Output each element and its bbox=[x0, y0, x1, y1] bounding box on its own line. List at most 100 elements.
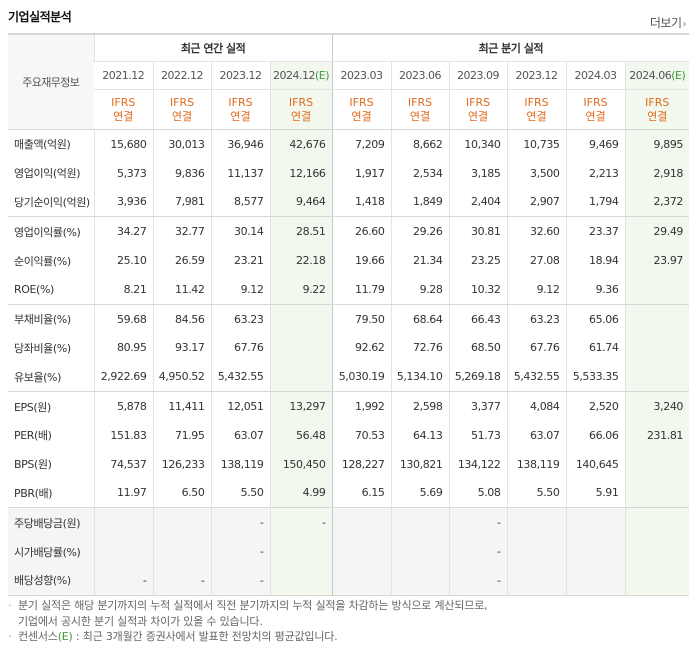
table-cell: 8.21 bbox=[93, 274, 153, 305]
row-label: 당좌비율(%) bbox=[14, 341, 71, 355]
table-cell: 5,432.55 bbox=[506, 362, 567, 393]
table-cell: 42,676 bbox=[269, 129, 333, 159]
table-row: ROE(%) 8.21 11.42 9.12 9.22 11.79 9.28 10.32 9.1… bbox=[8, 274, 690, 305]
table-row: 영업이익률(%) 34.27 32.77 30.14 28.51 26.60 29.26 30… bbox=[8, 216, 690, 247]
table-cell bbox=[152, 507, 211, 538]
table-cell: 56.48 bbox=[269, 420, 333, 450]
table-cell: 9.12 bbox=[506, 274, 567, 305]
table-cell bbox=[506, 507, 567, 538]
chevron-right-icon[interactable]: › bbox=[682, 19, 687, 30]
row-label: 순이익률(%) bbox=[14, 254, 71, 268]
bullet-icon: · bbox=[8, 599, 12, 612]
table-cell bbox=[93, 537, 153, 566]
table-cell: 22.18 bbox=[269, 246, 333, 275]
table-cell: - bbox=[210, 537, 270, 566]
consolidated-label: 연결 bbox=[290, 109, 312, 123]
table-cell: 18.94 bbox=[565, 246, 626, 275]
table-cell: 5,533.35 bbox=[565, 362, 626, 393]
table-cell: 1,992 bbox=[331, 391, 392, 421]
table-cell: - bbox=[210, 507, 270, 538]
ifrs-label: IFRS bbox=[169, 95, 195, 109]
table-cell: 3,377 bbox=[448, 391, 508, 421]
ifrs-label: IFRS bbox=[228, 95, 253, 109]
table-cell: 23.21 bbox=[210, 246, 270, 275]
table-cell: 36,946 bbox=[210, 129, 270, 159]
more-label[interactable]: 더보기 bbox=[649, 16, 682, 30]
table-cell: 1,418 bbox=[331, 187, 392, 218]
table-cell: 66.06 bbox=[565, 420, 626, 450]
table-cell: 231.81 bbox=[624, 420, 690, 450]
table-cell: 10.32 bbox=[448, 274, 508, 305]
table-cell bbox=[506, 537, 567, 566]
consolidated-label: 연결 bbox=[351, 109, 372, 123]
table-cell bbox=[624, 362, 690, 393]
table-cell: 66.43 bbox=[448, 304, 508, 334]
table-cell bbox=[269, 565, 333, 596]
accounting-standard-header: IFRS 연결 bbox=[624, 89, 690, 130]
table-cell: 1,917 bbox=[331, 158, 392, 188]
period-label: 2024.12 bbox=[272, 69, 316, 82]
table-cell bbox=[565, 565, 626, 596]
period-header: 2023.12 bbox=[210, 61, 270, 90]
estimate-mark: (E) bbox=[314, 69, 330, 82]
table-cell: 15,680 bbox=[93, 129, 153, 159]
table-cell: 3,936 bbox=[93, 187, 153, 218]
table-cell: 8,577 bbox=[210, 187, 270, 218]
ifrs-label: IFRS bbox=[465, 95, 491, 109]
row-label: 배당성향(%) bbox=[8, 565, 94, 596]
table-cell: 2,520 bbox=[565, 391, 626, 421]
table-cell bbox=[624, 304, 690, 334]
table-cell bbox=[390, 507, 450, 538]
table-cell bbox=[390, 565, 450, 596]
bullet-icon: · bbox=[8, 630, 12, 643]
table-row: 당좌비율(%) 80.95 93.17 67.76 92.62 72.76 68.50 67.… bbox=[8, 333, 690, 363]
table-cell: 9.12 bbox=[210, 274, 270, 305]
more-link[interactable]: 더보기› bbox=[649, 14, 687, 31]
table-cell bbox=[624, 449, 690, 479]
financial-table: 주요재무정보 최근 연간 실적 최근 분기 실적 2021.12 2022.12 2… bbox=[8, 33, 690, 596]
table-cell bbox=[269, 333, 333, 363]
period-label: 2023.06 bbox=[399, 69, 442, 82]
section-header: 기업실적분석 더보기› bbox=[0, 0, 694, 34]
table-cell: 134,122 bbox=[448, 449, 508, 479]
period-label: 2022.12 bbox=[161, 69, 204, 82]
table-row: PBR(배) 11.97 6.50 5.50 4.99 6.15 5.69 5.08 5.50 5… bbox=[8, 478, 690, 509]
table-row: 주당배당금(원) - - - bbox=[8, 507, 690, 538]
table-cell: 3,500 bbox=[506, 158, 567, 188]
consolidated-label: 연결 bbox=[467, 109, 489, 123]
table-cell: 130,821 bbox=[390, 449, 450, 479]
table-row: 배당성향(%) - - - - bbox=[8, 565, 690, 596]
consolidated-label: 연결 bbox=[113, 109, 134, 123]
table-cell: 11,411 bbox=[152, 391, 211, 421]
accounting-standard-header: IFRS 연결 bbox=[210, 89, 270, 130]
table-cell: 93.17 bbox=[152, 333, 211, 363]
table-cell: 5,030.19 bbox=[331, 362, 392, 393]
estimate-mark: (E) bbox=[57, 630, 73, 643]
table-cell: 29.49 bbox=[624, 216, 690, 247]
consolidated-label: 연결 bbox=[585, 109, 606, 123]
accounting-standard-header: IFRS 연결 bbox=[269, 89, 333, 130]
table-cell: 2,918 bbox=[624, 158, 690, 188]
table-cell bbox=[624, 507, 690, 538]
table-cell: 34.27 bbox=[93, 216, 153, 247]
table-cell: 19.66 bbox=[331, 246, 392, 275]
table-row: 순이익률(%) 25.10 26.59 23.21 22.18 19.66 21.34 23.… bbox=[8, 246, 690, 275]
table-cell: 6.50 bbox=[152, 478, 211, 509]
table-row: 유보율(%) 2,922.69 4,950.52 5,432.55 5,030.19 5,… bbox=[8, 362, 690, 393]
table-cell: 30,013 bbox=[152, 129, 211, 159]
consolidated-label: 연결 bbox=[526, 109, 547, 123]
table-cell: 63.23 bbox=[210, 304, 270, 334]
row-label: ROE(%) bbox=[8, 274, 94, 305]
table-cell: 68.64 bbox=[390, 304, 450, 334]
table-cell bbox=[331, 507, 392, 538]
table-cell: 12,166 bbox=[269, 158, 333, 188]
table-cell: 11.42 bbox=[152, 274, 211, 305]
table-cell bbox=[390, 537, 450, 566]
table-row: PER(배) 151.83 71.95 63.07 56.48 70.53 64.13 51.… bbox=[8, 420, 690, 450]
table-cell: 5,878 bbox=[93, 391, 153, 421]
table-cell: 11.97 bbox=[93, 478, 153, 509]
period-header: 2024.03 bbox=[565, 61, 626, 90]
table-cell bbox=[506, 565, 567, 596]
table-cell: 32.60 bbox=[506, 216, 567, 247]
note-consensus-label: 컨센서스 bbox=[18, 630, 58, 643]
